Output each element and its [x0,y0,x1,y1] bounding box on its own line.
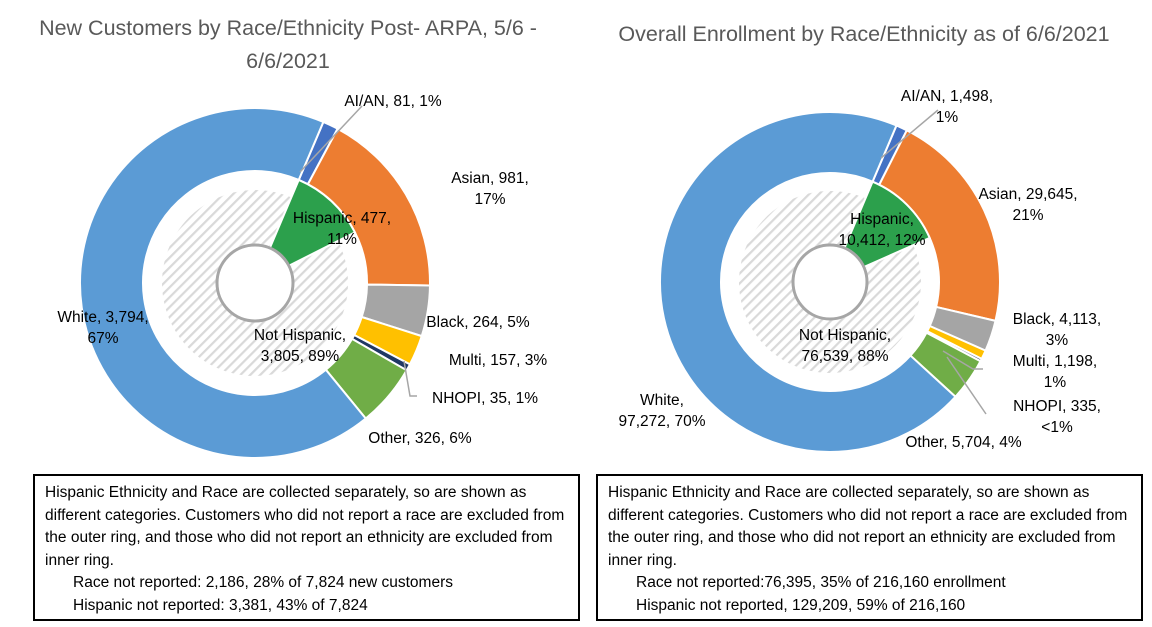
left-leader-line-1 [403,360,417,397]
right-chart-title: Overall Enrollment by Race/Ethnicity as … [576,18,1152,51]
left-note-body: Hispanic Ethnicity and Race are collecte… [45,484,565,569]
left-label-other: Other, 326, 6% [368,430,472,447]
left-label-not-hispanic: Not Hispanic, 3,805, 89% [253,327,347,365]
left-donut-svg [79,105,431,459]
right-title-line1: Overall Enrollment by Race/Ethnicity as [618,22,996,46]
right-note-race-not-reported: Race not reported:76,395, 35% of 216,160… [636,574,1006,591]
left-title-line1: New Customers by Race/Ethnicity Post- [39,16,421,40]
left-label-multi: Multi, 157, 3% [448,352,548,369]
right-leader-line-1 [942,350,983,370]
left-chart-title: New Customers by Race/Ethnicity Post- AR… [0,12,576,78]
right-title-line2: of 6/6/2021 [1001,22,1110,46]
right-label-black: Black, 4,113, 3% [1012,311,1102,349]
left-label-nhopi: NHOPI, 35, 1% [432,390,538,407]
right-label-multi: Multi, 1,198, 1% [1012,353,1098,391]
right-label-white: White, 97,272, 70% [618,392,706,430]
left-label-black: Black, 264, 5% [426,314,530,331]
right-chart: Overall Enrollment by Race/Ethnicity as … [576,0,1152,470]
left-donut-hole [215,243,295,323]
left-label-hispanic: Hispanic, 477, 11% [292,210,392,248]
right-slice-white [659,111,957,453]
left-chart: New Customers by Race/Ethnicity Post- AR… [0,0,576,470]
left-slice-white [79,107,367,459]
left-note-race-not-reported: Race not reported: 2,186, 28% of 7,824 n… [73,574,453,591]
right-note-body: Hispanic Ethnicity and Race are collecte… [608,484,1128,569]
left-title-line2: ARPA, 5/6 - 6/6/2021 [246,16,537,73]
left-leader-line-0 [299,105,363,173]
right-note-box: Hispanic Ethnicity and Race are collecte… [596,474,1143,621]
right-label-other: Other, 5,704, 4% [905,434,1022,451]
right-leader-line-0 [880,109,939,159]
right-label-hispanic: Hispanic, 10,412, 12% [838,211,926,249]
right-label-asian: Asian, 29,645, 21% [978,186,1078,224]
right-donut-hole [791,243,869,321]
right-donut-svg [659,109,1001,453]
right-label-aian: AI/AN, 1,498, 1% [900,88,994,126]
right-note-hispanic-not-reported: Hispanic not reported, 129,209, 59% of 2… [636,596,966,614]
left-label-white: White, 3,794, 67% [57,309,149,347]
left-label-asian: Asian, 981, 17% [451,170,529,208]
right-label-not-hispanic: Not Hispanic, 76,539, 88% [798,327,892,365]
left-note-hispanic-not-reported: Hispanic not reported: 3,381, 43% of 7,8… [73,596,368,614]
left-label-aian: AI/AN, 81, 1% [344,93,442,110]
left-note-box: Hispanic Ethnicity and Race are collecte… [33,474,580,621]
right-label-nhopi: NHOPI, 335, <1% [1013,398,1101,436]
right-leader-line-2 [946,356,987,415]
